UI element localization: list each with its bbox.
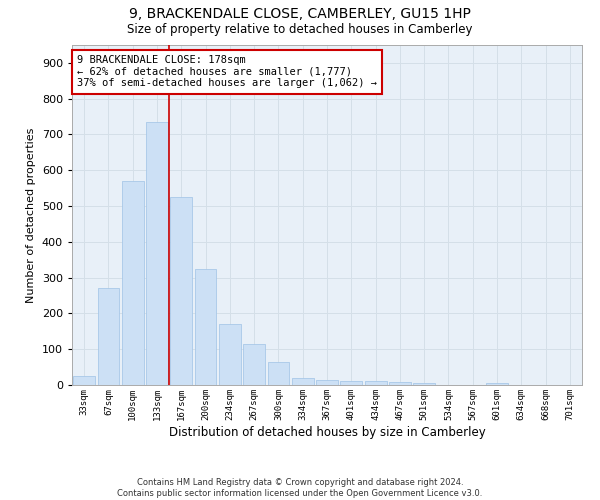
Bar <box>122 181 143 385</box>
X-axis label: Distribution of detached houses by size in Camberley: Distribution of detached houses by size … <box>169 426 485 438</box>
Bar <box>194 268 217 385</box>
Bar <box>316 380 338 385</box>
Bar <box>73 376 95 385</box>
Text: 9 BRACKENDALE CLOSE: 178sqm
← 62% of detached houses are smaller (1,777)
37% of : 9 BRACKENDALE CLOSE: 178sqm ← 62% of det… <box>77 55 377 88</box>
Bar <box>219 324 241 385</box>
Bar <box>97 288 119 385</box>
Text: Contains HM Land Registry data © Crown copyright and database right 2024.
Contai: Contains HM Land Registry data © Crown c… <box>118 478 482 498</box>
Text: Size of property relative to detached houses in Camberley: Size of property relative to detached ho… <box>127 22 473 36</box>
Bar <box>340 382 362 385</box>
Bar <box>389 382 411 385</box>
Bar <box>146 122 168 385</box>
Bar <box>170 197 192 385</box>
Bar <box>243 344 265 385</box>
Y-axis label: Number of detached properties: Number of detached properties <box>26 128 36 302</box>
Text: 9, BRACKENDALE CLOSE, CAMBERLEY, GU15 1HP: 9, BRACKENDALE CLOSE, CAMBERLEY, GU15 1H… <box>129 8 471 22</box>
Bar <box>365 382 386 385</box>
Bar <box>413 383 435 385</box>
Bar <box>292 378 314 385</box>
Bar <box>268 362 289 385</box>
Bar <box>486 383 508 385</box>
